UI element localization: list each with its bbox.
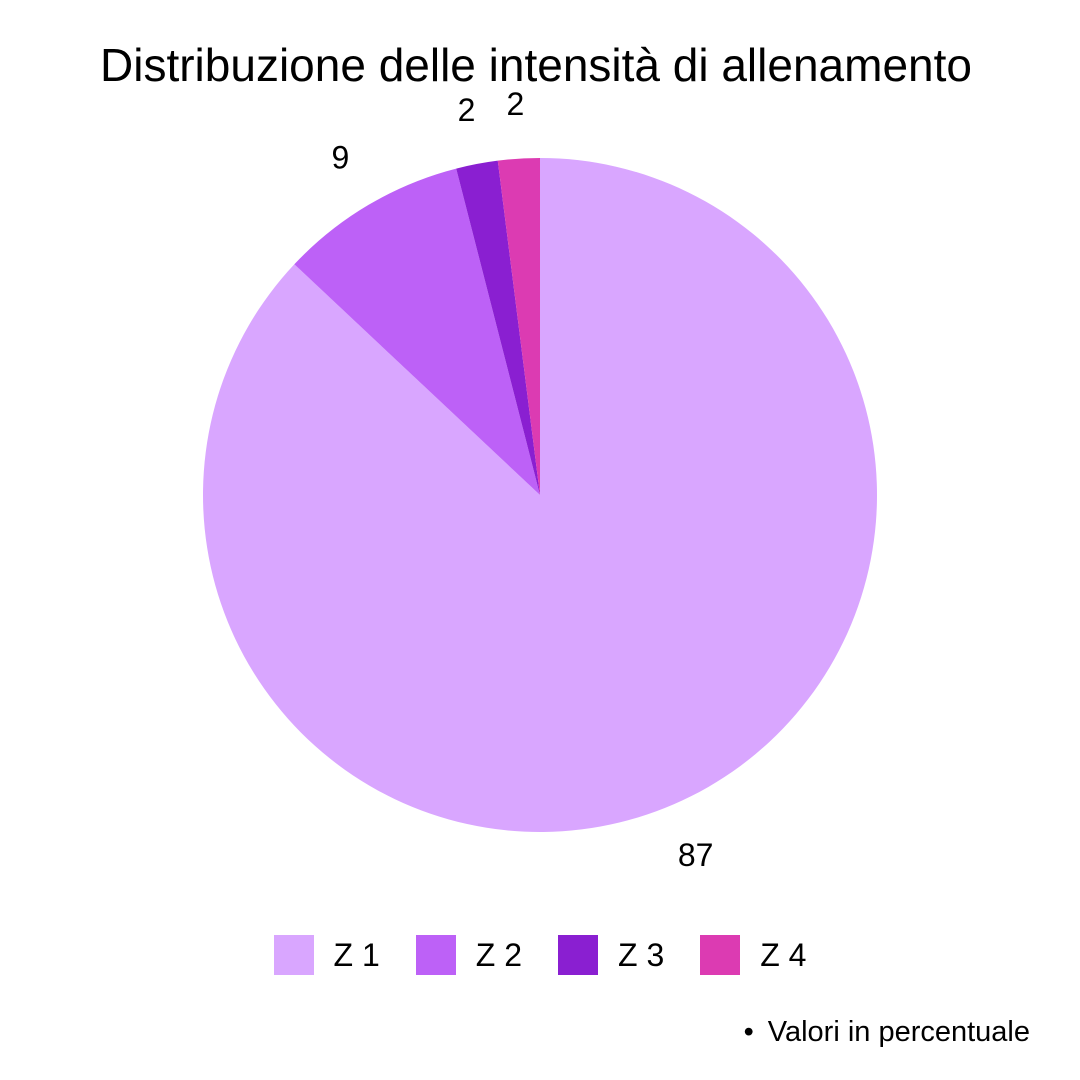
legend-swatch-z1 <box>273 935 314 975</box>
legend-label-z2: Z 2 <box>475 936 522 973</box>
legend-label-z1: Z 1 <box>333 936 380 973</box>
pie-slices <box>202 158 878 833</box>
footnote-text: Valori in percentuale <box>767 1016 1030 1048</box>
legend-label-z4: Z 4 <box>760 936 807 973</box>
pie-slice-z4 <box>497 158 540 495</box>
footnote: • Valori in percentuale <box>744 1016 1030 1049</box>
legend-item-z1: Z 1 <box>273 935 380 975</box>
pie-slice-labels: 87 9 2 2 <box>332 86 714 873</box>
legend: Z 1 Z 2 Z 3 Z 4 <box>0 935 1080 975</box>
legend-label-z3: Z 3 <box>618 936 665 973</box>
pie-slice-z3 <box>456 160 540 495</box>
legend-item-z2: Z 2 <box>415 935 522 975</box>
slice-value-label-z1: 87 <box>678 837 714 873</box>
slice-value-label-z3: 2 <box>458 92 476 128</box>
slice-value-label-z2: 9 <box>332 140 350 176</box>
legend-item-z4: Z 4 <box>700 935 806 975</box>
legend-swatch-z2 <box>415 935 456 975</box>
chart-title: Distribuzione delle intensità di allenam… <box>100 39 972 91</box>
pie-slice-z1 <box>202 158 878 833</box>
legend-swatch-z3 <box>558 935 598 975</box>
pie-slice-z2 <box>294 168 540 496</box>
slice-value-label-z4: 2 <box>506 86 524 122</box>
legend-swatch-z4 <box>700 935 741 975</box>
legend-item-z3: Z 3 <box>558 935 664 975</box>
footnote-bullet: • <box>743 1016 754 1048</box>
